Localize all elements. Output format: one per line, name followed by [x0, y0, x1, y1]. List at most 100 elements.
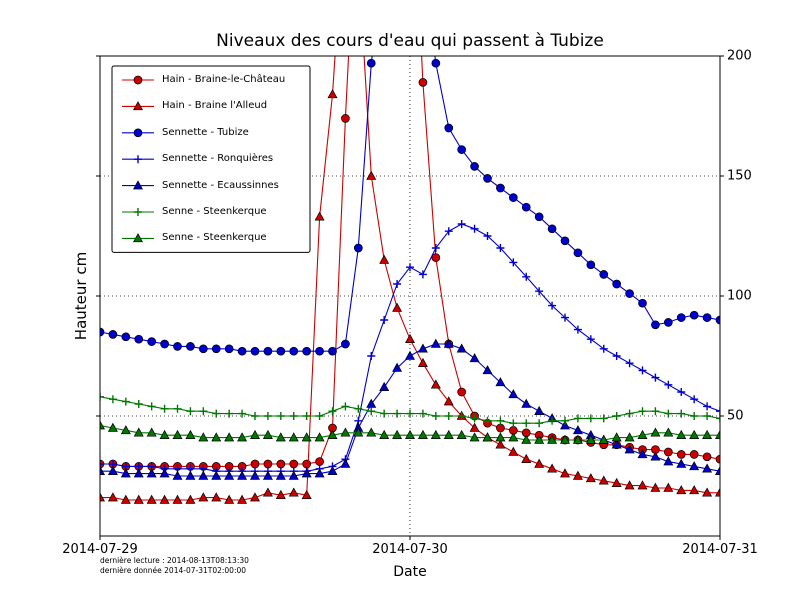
marker-hain-braine-l-alleud — [107, 492, 118, 502]
marker-hain-braine-l-alleud — [185, 494, 196, 504]
marker-sennette-ecaussinnes — [120, 468, 131, 478]
marker-senne-steenkerque-plus — [121, 397, 130, 406]
marker-senne-steenkerque-triangle — [572, 434, 583, 444]
marker-senne-steenkerque-plus — [173, 404, 182, 413]
marker-senne-steenkerque-plus — [354, 404, 363, 413]
marker-sennette-ronquieres — [612, 352, 621, 360]
marker-hain-braine-l-alleud — [689, 485, 700, 495]
marker-sennette-ecaussinnes — [405, 350, 415, 360]
marker-sennette-ronquieres — [561, 313, 569, 322]
marker-sennette-ecaussinnes — [185, 470, 196, 480]
marker-senne-steenkerque-triangle — [237, 432, 248, 442]
marker-hain-braine-l-alleud — [611, 477, 622, 487]
legend-label-sennette-tubize: Sennette - Tubize — [162, 126, 249, 138]
marker-sennette-tubize — [224, 344, 234, 354]
marker-senne-steenkerque-triangle — [327, 429, 338, 439]
marker-senne-steenkerque-triangle — [598, 434, 609, 444]
marker-senne-steenkerque-triangle — [392, 429, 403, 439]
marker-senne-steenkerque-triangle — [663, 427, 674, 437]
marker-senne-steenkerque-plus — [393, 409, 402, 418]
marker-senne-steenkerque-triangle — [275, 432, 286, 442]
marker-hain-braine-l-alleud — [560, 468, 570, 478]
marker-sennette-ronquieres — [664, 380, 673, 389]
marker-sennette-ecaussinnes — [482, 365, 493, 375]
marker-hain-braine-le-chateau — [689, 450, 699, 459]
marker-senne-steenkerque-triangle — [340, 427, 351, 437]
marker-sennette-tubize — [612, 279, 622, 289]
marker-hain-braine-l-alleud — [250, 492, 260, 502]
marker-hain-braine-l-alleud — [100, 492, 105, 502]
marker-sennette-tubize — [147, 337, 157, 346]
marker-sennette-ecaussinnes — [676, 458, 687, 468]
marker-hain-braine-l-alleud — [301, 489, 312, 499]
marker-sennette-tubize — [625, 289, 634, 298]
marker-senne-steenkerque-plus — [677, 409, 686, 418]
marker-sennette-ecaussinnes — [572, 425, 583, 435]
marker-sennette-tubize — [521, 202, 531, 212]
marker-sennette-tubize — [341, 339, 350, 349]
marker-senne-steenkerque-plus — [380, 409, 389, 418]
marker-sennette-ecaussinnes — [237, 470, 248, 480]
marker-hain-braine-l-alleud — [288, 487, 299, 497]
marker-sennette-ronquieres — [548, 301, 557, 310]
marker-senne-steenkerque-triangle — [469, 432, 480, 442]
marker-hain-braine-l-alleud — [521, 453, 532, 463]
marker-hain-braine-l-alleud — [443, 396, 454, 406]
marker-sennette-ronquieres — [703, 402, 712, 411]
marker-sennette-ecaussinnes — [198, 470, 209, 480]
marker-senne-steenkerque-plus — [108, 395, 117, 404]
marker-sennette-ecaussinnes — [133, 468, 144, 478]
marker-sennette-tubize — [496, 183, 505, 193]
marker-sennette-tubize — [534, 212, 544, 222]
marker-sennette-ecaussinnes — [663, 456, 674, 466]
marker-hain-braine-l-alleud — [534, 458, 545, 468]
marker-senne-steenkerque-triangle — [379, 429, 390, 439]
marker-sennette-ecaussinnes — [508, 389, 519, 399]
marker-sennette-ronquieres — [444, 227, 453, 236]
marker-sennette-ronquieres — [406, 263, 414, 272]
marker-senne-steenkerque-plus — [100, 392, 104, 401]
marker-sennette-ecaussinnes — [379, 381, 390, 391]
marker-senne-steenkerque-plus — [561, 416, 569, 425]
marker-senne-steenkerque-triangle — [443, 429, 454, 439]
marker-senne-steenkerque-plus — [341, 402, 350, 411]
marker-sennette-ecaussinnes — [560, 420, 570, 430]
marker-senne-steenkerque-triangle — [301, 432, 312, 442]
marker-sennette-tubize — [470, 162, 479, 171]
marker-sennette-ecaussinnes — [417, 343, 428, 353]
marker-senne-steenkerque-triangle — [637, 429, 648, 439]
marker-senne-steenkerque-plus — [470, 414, 479, 423]
marker-senne-steenkerque-plus — [212, 409, 221, 418]
marker-sennette-ronquieres — [483, 232, 492, 240]
marker-senne-steenkerque-plus — [703, 412, 712, 420]
y-tick-label: 150 — [727, 168, 752, 184]
legend-label-sennette-ronquieres: Sennette - Ronquières — [162, 153, 274, 165]
marker-sennette-ronquieres — [651, 373, 660, 382]
marker-sennette-ronquieres — [716, 407, 720, 416]
x-tick-label: 2014-07-29 — [62, 542, 138, 557]
marker-sennette-ecaussinnes — [702, 463, 713, 473]
legend-marker-senne-steenkerque-triangle — [133, 233, 143, 243]
marker-sennette-tubize — [276, 346, 286, 356]
marker-senne-steenkerque-plus — [535, 419, 544, 428]
marker-sennette-ecaussinnes — [469, 353, 480, 363]
marker-senne-steenkerque-triangle — [262, 429, 273, 439]
series-senne-steenkerque-plus — [100, 392, 720, 428]
marker-senne-steenkerque-plus — [625, 409, 634, 418]
marker-sennette-tubize — [715, 315, 720, 325]
marker-senne-steenkerque-plus — [406, 409, 414, 418]
marker-hain-braine-l-alleud — [663, 482, 674, 492]
legend-marker-sennette-tubize — [133, 128, 143, 138]
marker-senne-steenkerque-triangle — [650, 427, 661, 437]
y-axis-label: Hauteur cm — [72, 251, 90, 341]
marker-sennette-ronquieres — [393, 280, 402, 288]
marker-sennette-tubize — [689, 310, 699, 320]
marker-hain-braine-l-alleud — [417, 357, 428, 367]
marker-hain-braine-l-alleud — [547, 463, 558, 473]
marker-sennette-ecaussinnes — [534, 405, 545, 415]
marker-sennette-ecaussinnes — [159, 468, 170, 478]
marker-sennette-tubize — [676, 313, 686, 322]
marker-hain-braine-le-chateau — [663, 447, 673, 457]
marker-sennette-ecaussinnes — [327, 465, 338, 475]
marker-sennette-ronquieres — [677, 388, 686, 396]
